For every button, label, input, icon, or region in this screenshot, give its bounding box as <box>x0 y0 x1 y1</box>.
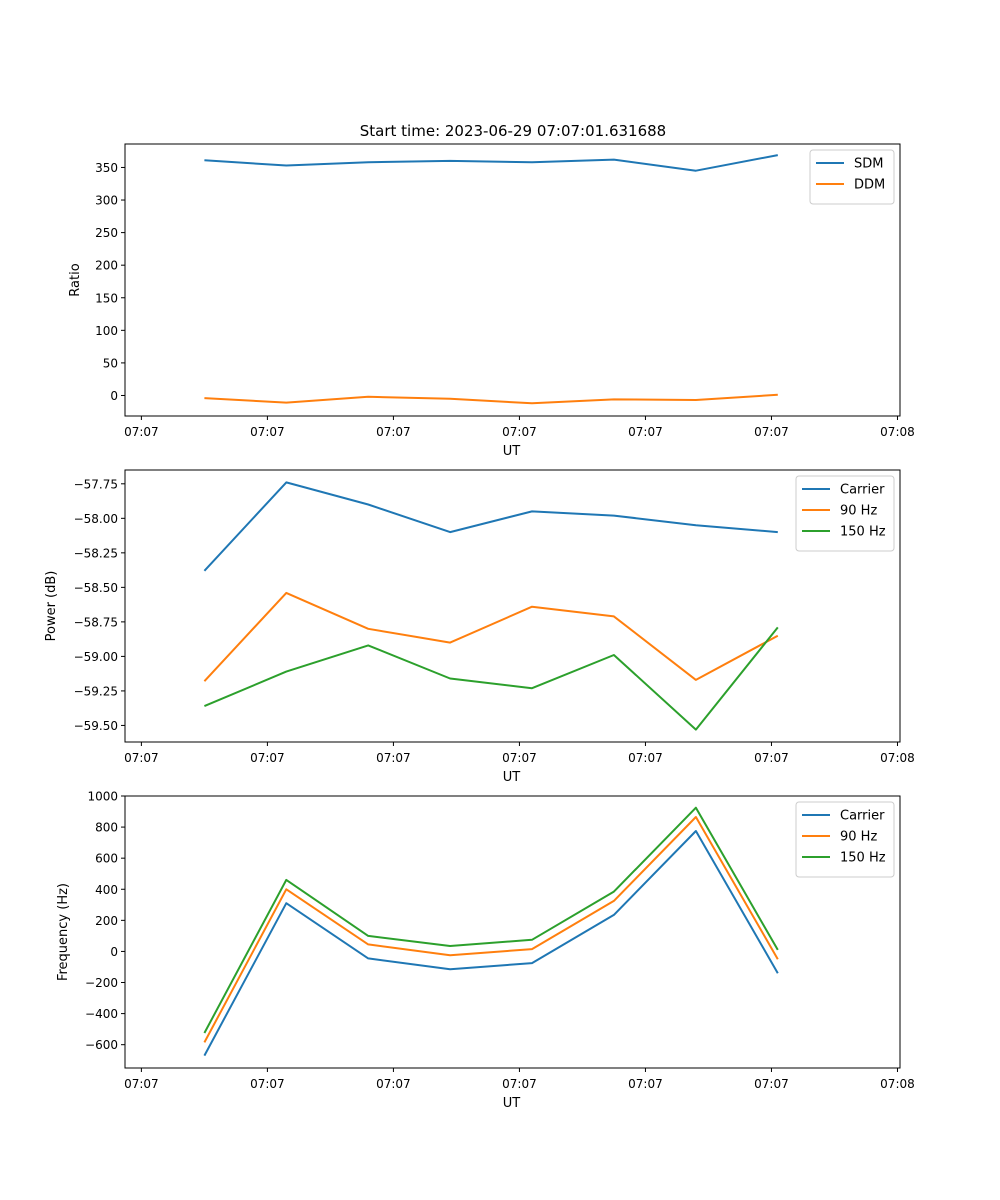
y-tick-label: −59.25 <box>74 684 118 698</box>
y-tick-label: 250 <box>95 226 118 240</box>
x-tick-label: 07:07 <box>376 751 411 765</box>
y-tick-label: −58.50 <box>74 581 118 595</box>
series-lines <box>203 806 779 1057</box>
series-line-150-hz <box>203 806 779 1034</box>
series-line-90-hz <box>203 816 779 1043</box>
y-tick-label: −59.50 <box>74 719 118 733</box>
x-tick-label: 07:07 <box>376 425 411 439</box>
axes-frame <box>124 795 901 1069</box>
x-tick-label: 07:07 <box>376 1077 411 1091</box>
legend: SDM DDM <box>809 149 895 205</box>
x-tick-label: 07:08 <box>880 425 915 439</box>
x-tick-label: 07:08 <box>880 751 915 765</box>
x-tick-label: 07:07 <box>124 425 159 439</box>
chart-panel-2: 07:07 07:07 07:07 07:07 07:07 07:07 07:08 −57.7… <box>44 469 915 785</box>
x-tick-label: 07:07 <box>502 425 537 439</box>
chart-panel-3: 07:07 07:07 07:07 07:07 07:07 07:07 07:08 1000 8… <box>56 790 915 1112</box>
x-tick-label: 07:07 <box>628 751 663 765</box>
x-tick-label: 07:08 <box>880 1077 915 1091</box>
series-line-carrier <box>203 481 778 572</box>
y-tick-label: 150 <box>95 291 118 305</box>
x-tick-label: 07:07 <box>754 1077 789 1091</box>
y-tick-label: 800 <box>95 821 118 835</box>
y-tick-label: 300 <box>95 194 118 208</box>
x-tick-label: 07:07 <box>502 751 537 765</box>
series-line-ddm <box>204 393 778 405</box>
legend-label: DDM <box>854 178 885 193</box>
x-axis-label: UT <box>503 770 521 785</box>
legend-label: Carrier <box>840 809 885 824</box>
y-axis-label: Frequency (Hz) <box>56 883 71 981</box>
y-tick-label: 50 <box>103 356 118 370</box>
y-axis-label: Ratio <box>68 263 83 296</box>
y-tick-label: 200 <box>95 259 118 273</box>
series-line-carrier <box>203 830 779 1057</box>
series-line-150-hz <box>204 626 779 731</box>
series-lines <box>204 154 778 405</box>
x-tick-label: 07:07 <box>754 751 789 765</box>
series-line-sdm <box>204 154 778 172</box>
legend-box <box>795 801 895 878</box>
y-axis-label: Power (dB) <box>44 571 59 642</box>
x-axis-label: UT <box>503 1096 521 1111</box>
y-tick-label: −400 <box>85 1007 118 1021</box>
x-axis-label: UT <box>503 444 521 459</box>
legend-label: 150 Hz <box>840 525 886 540</box>
x-tick-label: 07:07 <box>502 1077 537 1091</box>
y-tick-label: −600 <box>85 1038 118 1052</box>
x-tick-label: 07:07 <box>250 425 285 439</box>
legend-label: 90 Hz <box>840 504 877 519</box>
x-tick-label: 07:07 <box>124 1077 159 1091</box>
y-tick-label: −57.75 <box>74 477 118 491</box>
legend-box <box>795 475 895 552</box>
legend-label: SDM <box>854 157 883 172</box>
y-tick-label: −58.00 <box>74 512 118 526</box>
x-tick-label: 07:07 <box>628 425 663 439</box>
y-tick-label: −58.75 <box>74 615 118 629</box>
y-tick-label: −59.00 <box>74 650 118 664</box>
y-tick-label: 0 <box>110 945 118 959</box>
axes-frame <box>124 469 901 743</box>
legend-label: 150 Hz <box>840 851 886 866</box>
x-tick-label: 07:07 <box>628 1077 663 1091</box>
y-tick-label: 100 <box>95 324 118 338</box>
y-tick-label: 1000 <box>87 790 118 804</box>
y-tick-label: 200 <box>95 914 118 928</box>
series-lines <box>203 481 779 731</box>
legend: Carrier 90 Hz 150 Hz <box>795 475 895 552</box>
axes-frame <box>124 143 901 417</box>
x-tick-label: 07:07 <box>250 751 285 765</box>
y-tick-label: 350 <box>95 161 118 175</box>
y-tick-label: −58.25 <box>74 546 118 560</box>
y-tick-label: 600 <box>95 852 118 866</box>
x-tick-label: 07:07 <box>124 751 159 765</box>
x-tick-label: 07:07 <box>754 425 789 439</box>
x-tick-label: 07:07 <box>250 1077 285 1091</box>
legend: Carrier 90 Hz 150 Hz <box>795 801 895 878</box>
legend-label: Carrier <box>840 483 885 498</box>
y-tick-label: −200 <box>85 976 118 990</box>
y-tick-label: 400 <box>95 883 118 897</box>
y-tick-label: 0 <box>110 389 118 403</box>
legend-label: 90 Hz <box>840 830 877 845</box>
figure-title: Start time: 2023-06-29 07:07:01.631688 <box>360 122 666 140</box>
chart-panel-1: 07:07 07:07 07:07 07:07 07:07 07:07 07:08 0 50 10… <box>68 143 915 459</box>
series-line-90-hz <box>203 591 779 682</box>
